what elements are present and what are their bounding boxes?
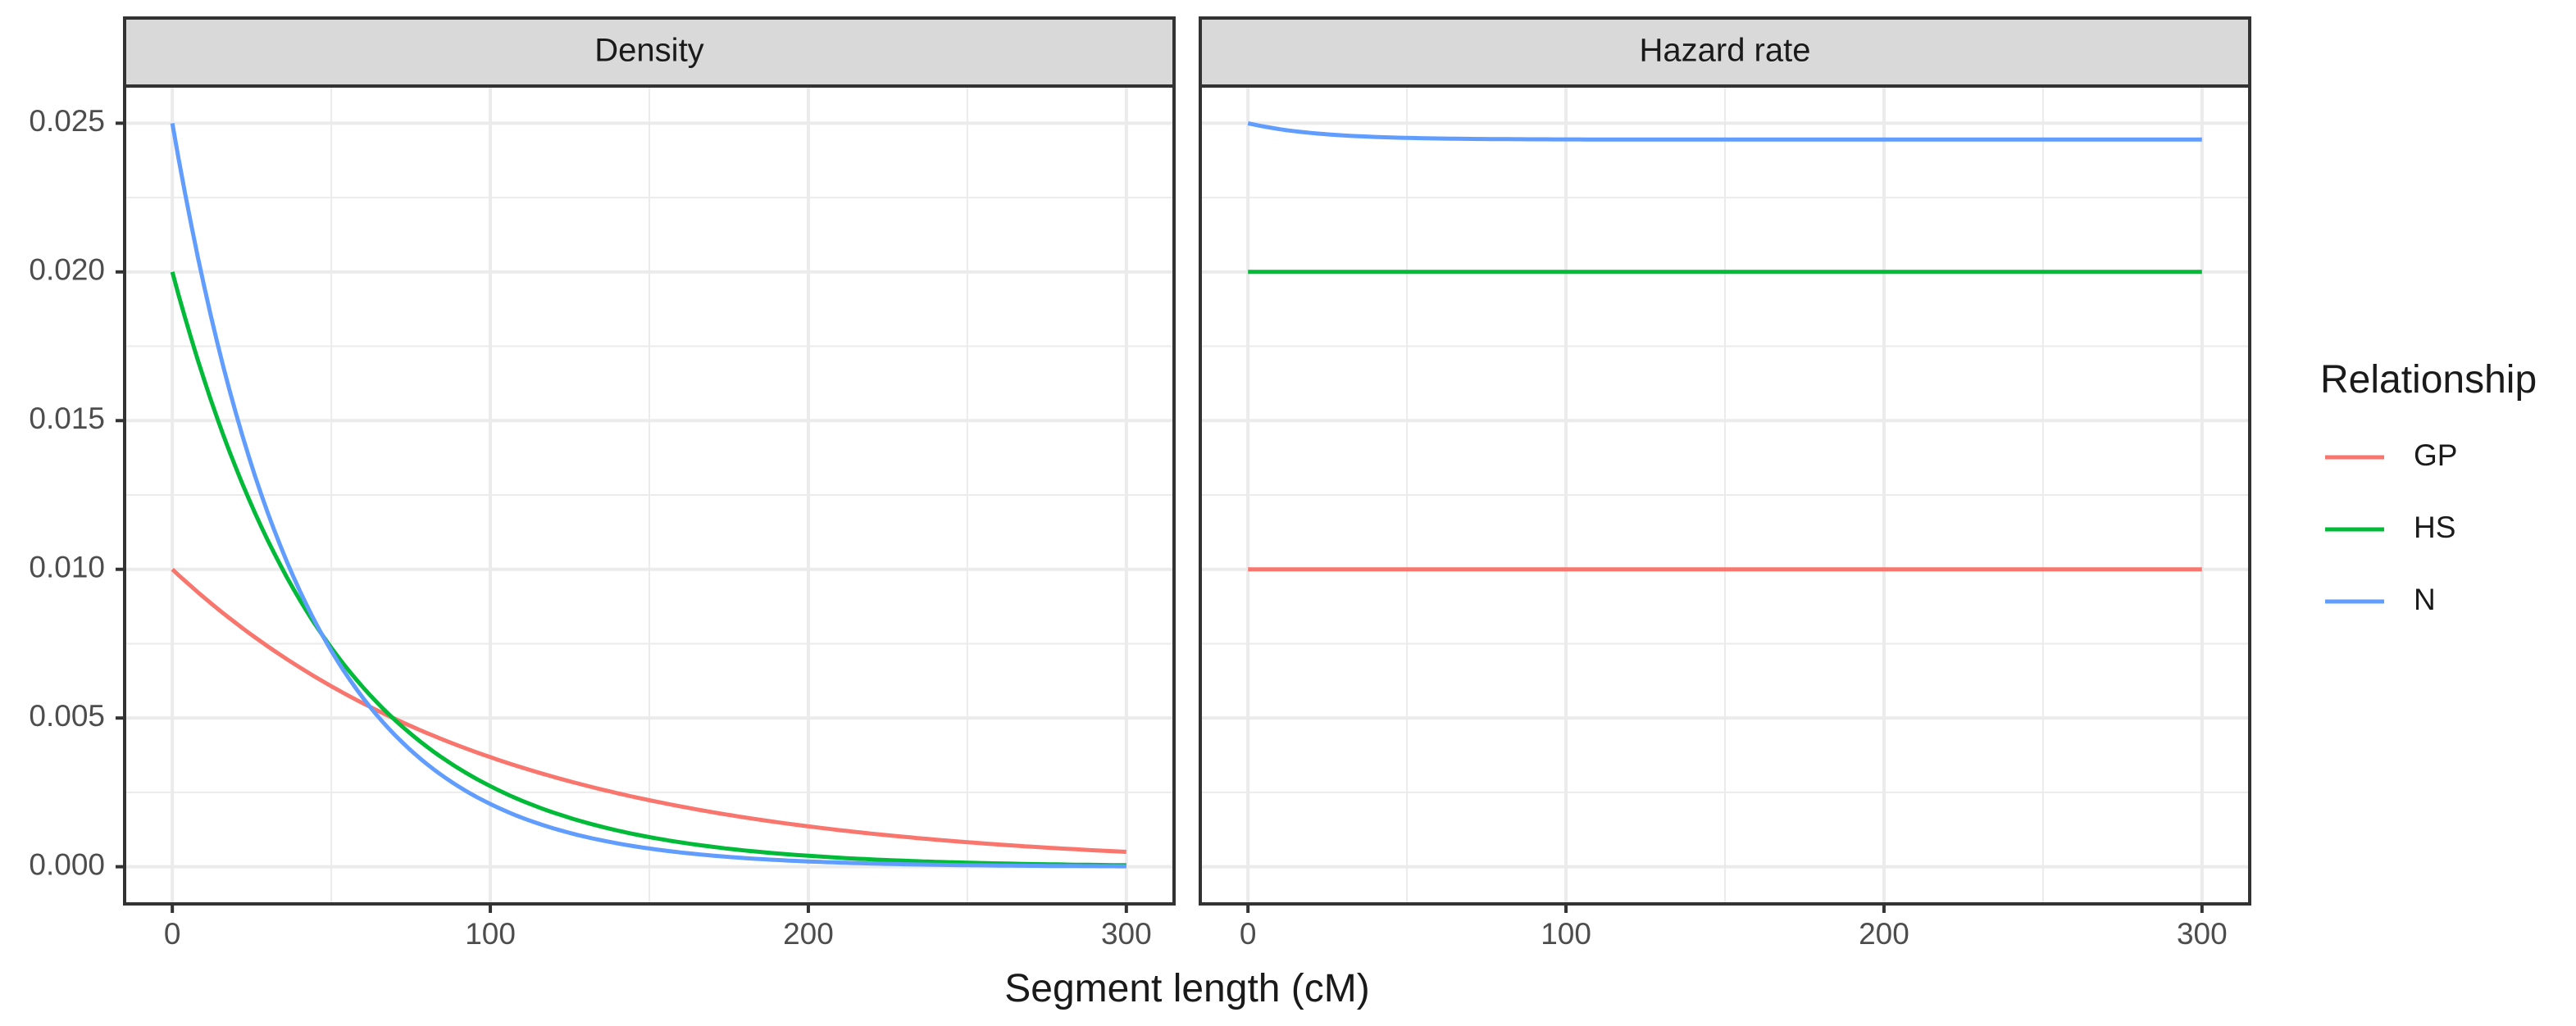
- strip-hazard-rate: [1199, 16, 2251, 88]
- hazard-rate-x-tick-label: 200: [1859, 917, 1909, 951]
- legend-label-n: N: [2414, 583, 2436, 616]
- density-x-tick-label: 200: [783, 917, 834, 951]
- density-x-tick-label: 100: [465, 917, 516, 951]
- density-x-tick-label: 0: [164, 917, 181, 951]
- legend: Relationship GP HS N: [2320, 358, 2537, 616]
- hazard-rate-x-tick-label: 300: [2177, 917, 2228, 951]
- hazard-rate-x-tick-label: 100: [1541, 917, 1591, 951]
- y-tick-label: 0.010: [29, 551, 105, 584]
- legend-label-hs: HS: [2414, 511, 2455, 544]
- legend-title: Relationship: [2320, 358, 2537, 402]
- y-tick-label: 0.000: [29, 847, 105, 881]
- panel-density-border: [123, 84, 1176, 906]
- hazard-rate-x-tick-label: 0: [1240, 917, 1257, 951]
- y-tick-label: 0.015: [29, 402, 105, 435]
- panel-hazard-rate-border: [1199, 84, 2251, 906]
- panel-density-lines: [170, 122, 1126, 869]
- strip-label-density: Density: [594, 33, 703, 69]
- panel-hazard-rate: Hazard rate: [1199, 16, 2251, 906]
- density-series-line-n: [170, 122, 1126, 869]
- strip-label-hazard-rate: Hazard rate: [1640, 33, 1811, 69]
- density-series-line-gp: [171, 567, 1126, 854]
- hazard-rate-series-line-n: [1247, 120, 2202, 142]
- strip-density: [123, 16, 1176, 88]
- y-tick-label: 0.025: [29, 104, 105, 138]
- y-tick-label: 0.020: [29, 253, 105, 287]
- legend-entries: GP HS N: [2325, 438, 2457, 616]
- density-x-tick-label: 300: [1101, 917, 1152, 951]
- panel-hazard-rate-grid: [1200, 86, 2250, 904]
- y-tick-label: 0.005: [29, 699, 105, 733]
- y-axis: 0.000 0.005 0.010 0.015 0.020 0.025: [29, 104, 125, 881]
- x-axis-hazard-rate: 0 100 200 300: [1240, 904, 2228, 951]
- panel-hazard-rate-lines: [1247, 120, 2202, 572]
- panel-density: Density: [123, 16, 1176, 906]
- x-axis-title: Segment length (cM): [1004, 967, 1370, 1010]
- legend-label-gp: GP: [2414, 438, 2457, 472]
- panel-density-grid: [125, 86, 1174, 904]
- x-axis-density: 0 100 200 300: [164, 904, 1152, 951]
